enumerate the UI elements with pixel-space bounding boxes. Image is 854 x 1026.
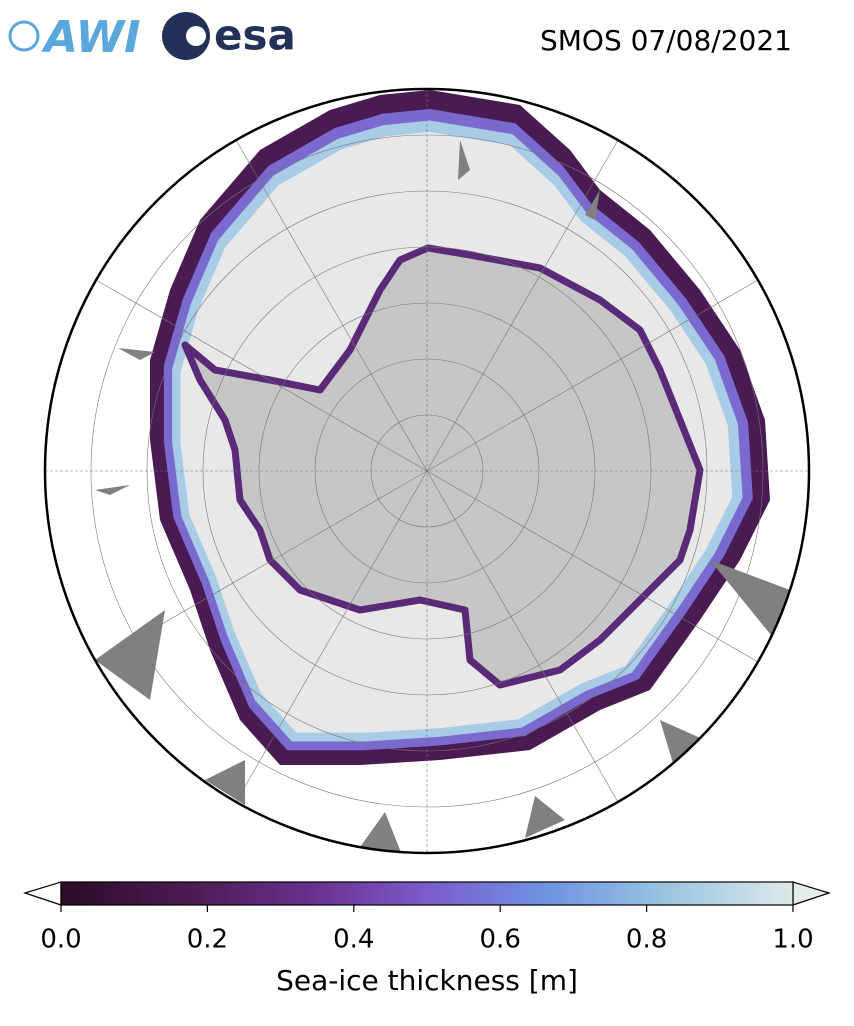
land-fragments bbox=[95, 140, 790, 853]
graticule bbox=[45, 89, 809, 853]
colorbar-label: Sea-ice thickness [m] bbox=[276, 964, 578, 997]
antarctica bbox=[181, 244, 704, 689]
colorbar-tick-label: 0.6 bbox=[480, 925, 521, 955]
esa-logo-text: esa bbox=[214, 11, 296, 60]
colorbar-tick-label: 1.0 bbox=[772, 925, 813, 955]
esa-logo: esa bbox=[162, 11, 296, 60]
awi-logo-text: AWI bbox=[41, 12, 141, 63]
map-border bbox=[43, 87, 811, 855]
colorbar-gradient bbox=[60, 881, 794, 906]
colorbar bbox=[23, 881, 831, 906]
map bbox=[45, 89, 809, 853]
colorbar-under bbox=[23, 881, 62, 906]
awi-logo: AWI bbox=[8, 12, 141, 63]
colorbar-over bbox=[792, 881, 831, 906]
colorbar-tick-label: 0.8 bbox=[626, 925, 667, 955]
colorbar-tick-label: 0.0 bbox=[40, 925, 81, 955]
colorbar-tick-label: 0.4 bbox=[333, 925, 374, 955]
map-title: SMOS 07/08/2021 bbox=[540, 24, 792, 57]
colorbar-tick-label: 0.2 bbox=[187, 925, 228, 955]
